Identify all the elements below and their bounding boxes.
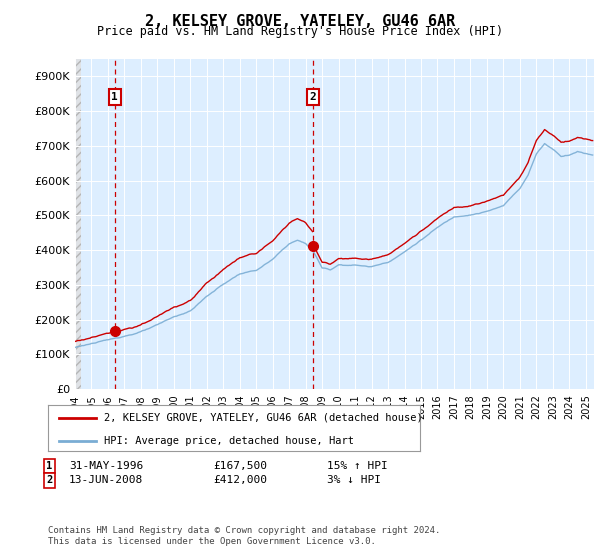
Text: 31-MAY-1996: 31-MAY-1996 <box>69 461 143 471</box>
Text: Contains HM Land Registry data © Crown copyright and database right 2024.
This d: Contains HM Land Registry data © Crown c… <box>48 526 440 546</box>
Text: 2, KELSEY GROVE, YATELEY, GU46 6AR (detached house): 2, KELSEY GROVE, YATELEY, GU46 6AR (deta… <box>104 413 422 423</box>
Bar <box>75 59 81 389</box>
Text: 3% ↓ HPI: 3% ↓ HPI <box>327 475 381 486</box>
Text: 2, KELSEY GROVE, YATELEY, GU46 6AR: 2, KELSEY GROVE, YATELEY, GU46 6AR <box>145 14 455 29</box>
Text: 2: 2 <box>310 92 317 102</box>
Text: £412,000: £412,000 <box>213 475 267 486</box>
Text: 13-JUN-2008: 13-JUN-2008 <box>69 475 143 486</box>
Text: 1: 1 <box>46 461 52 471</box>
Text: 1: 1 <box>112 92 118 102</box>
Text: 2: 2 <box>46 475 52 486</box>
Text: 15% ↑ HPI: 15% ↑ HPI <box>327 461 388 471</box>
Text: Price paid vs. HM Land Registry's House Price Index (HPI): Price paid vs. HM Land Registry's House … <box>97 25 503 38</box>
Text: £167,500: £167,500 <box>213 461 267 471</box>
Text: HPI: Average price, detached house, Hart: HPI: Average price, detached house, Hart <box>104 436 354 446</box>
